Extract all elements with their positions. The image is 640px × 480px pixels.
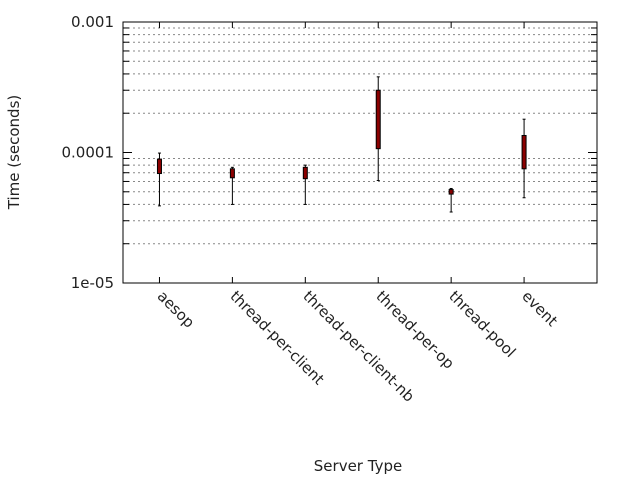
y-tick-label: 1e-05 bbox=[71, 274, 114, 292]
x-axis-label: Server Type bbox=[314, 457, 402, 475]
x-tick-labels: aesop thread-per-clientthread-per-client-… bbox=[154, 287, 562, 406]
box-event bbox=[521, 134, 527, 170]
x-tick-label: thread-pool bbox=[445, 287, 519, 361]
box-thread-per-client bbox=[229, 168, 235, 179]
box-aesop bbox=[156, 158, 162, 175]
box-thread-per-op bbox=[375, 89, 381, 150]
y-tick-labels: 0.001 0.0001 1e-05 bbox=[62, 13, 115, 292]
y-tick-label: 0.0001 bbox=[62, 144, 115, 162]
box-series bbox=[156, 76, 527, 213]
box-thread-per-client-nb bbox=[302, 166, 308, 180]
x-tick-label: event bbox=[518, 287, 561, 330]
x-tick-label: aesop bbox=[154, 287, 199, 332]
y-tick-label: 0.001 bbox=[71, 13, 114, 31]
y-axis-label: Time (seconds) bbox=[5, 95, 23, 211]
axes bbox=[122, 21, 598, 284]
box-thread-pool bbox=[448, 189, 454, 195]
grid-lines bbox=[123, 27, 597, 245]
